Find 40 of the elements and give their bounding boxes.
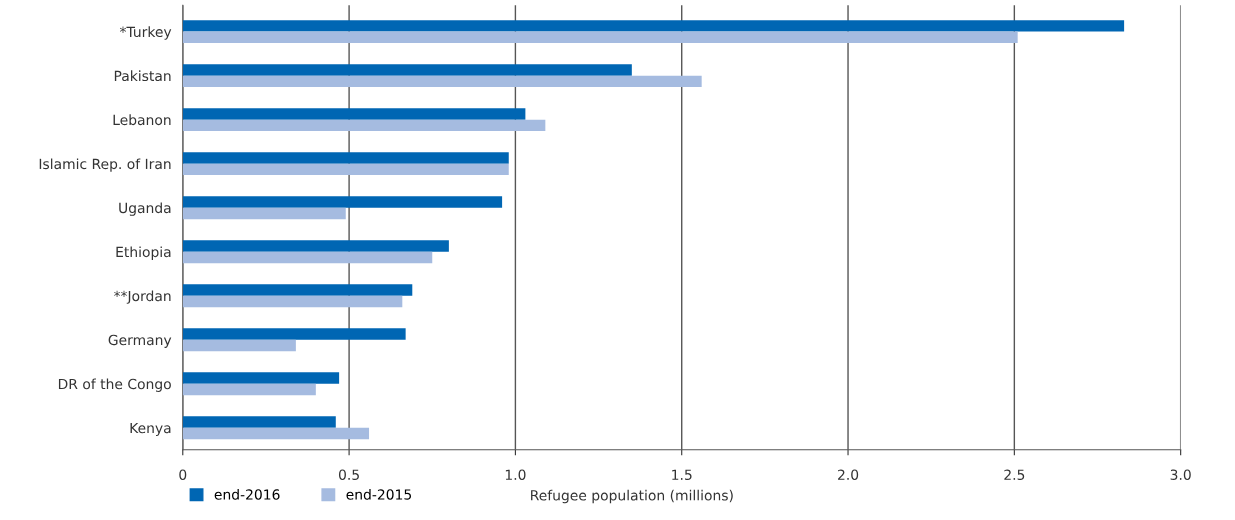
x-tick-label: 1.0 — [505, 469, 526, 480]
y-tick-label: Ethiopia — [116, 246, 171, 260]
bar — [182, 284, 413, 296]
bar — [182, 64, 632, 76]
bar — [182, 75, 702, 88]
x-tick-label: 0.5 — [338, 469, 359, 480]
x-tick-label: 2.5 — [1004, 469, 1025, 480]
x-tick-label: 2.0 — [838, 469, 859, 480]
bar — [182, 31, 1018, 44]
bar — [182, 20, 1125, 32]
y-tick-label: Pakistan — [114, 70, 171, 82]
bar — [182, 163, 509, 176]
bar — [182, 372, 340, 384]
bar — [182, 328, 406, 340]
y-tick-label: **Jordan — [114, 290, 171, 304]
bar — [182, 207, 346, 220]
bar — [182, 339, 296, 352]
legend-label: end-2016 — [214, 488, 280, 500]
y-tick-label: Uganda — [119, 202, 171, 216]
x-tick-label: 1.5 — [672, 469, 692, 480]
bar — [182, 427, 370, 440]
bar — [182, 383, 316, 396]
bar — [182, 119, 546, 132]
bar — [182, 416, 336, 428]
bar — [182, 240, 449, 252]
x-tick-label: 0 — [179, 469, 187, 480]
x-axis-title: Refugee population (millions) — [531, 489, 733, 504]
y-tick-label: DR of the Congo — [58, 378, 171, 392]
bar — [182, 108, 526, 120]
y-tick-label: Kenya — [130, 422, 171, 436]
y-tick-label: Germany — [108, 334, 172, 348]
x-tick-label: 3.0 — [1170, 469, 1191, 480]
bar — [182, 251, 433, 264]
legend-label: end-2015 — [346, 488, 412, 500]
y-tick-label: Islamic Rep. of Iran — [39, 158, 171, 172]
y-tick-label: *Turkey — [119, 26, 172, 40]
y-tick-label: Lebanon — [113, 114, 171, 126]
bar — [182, 152, 509, 164]
bar — [182, 196, 503, 208]
bar — [182, 295, 403, 308]
